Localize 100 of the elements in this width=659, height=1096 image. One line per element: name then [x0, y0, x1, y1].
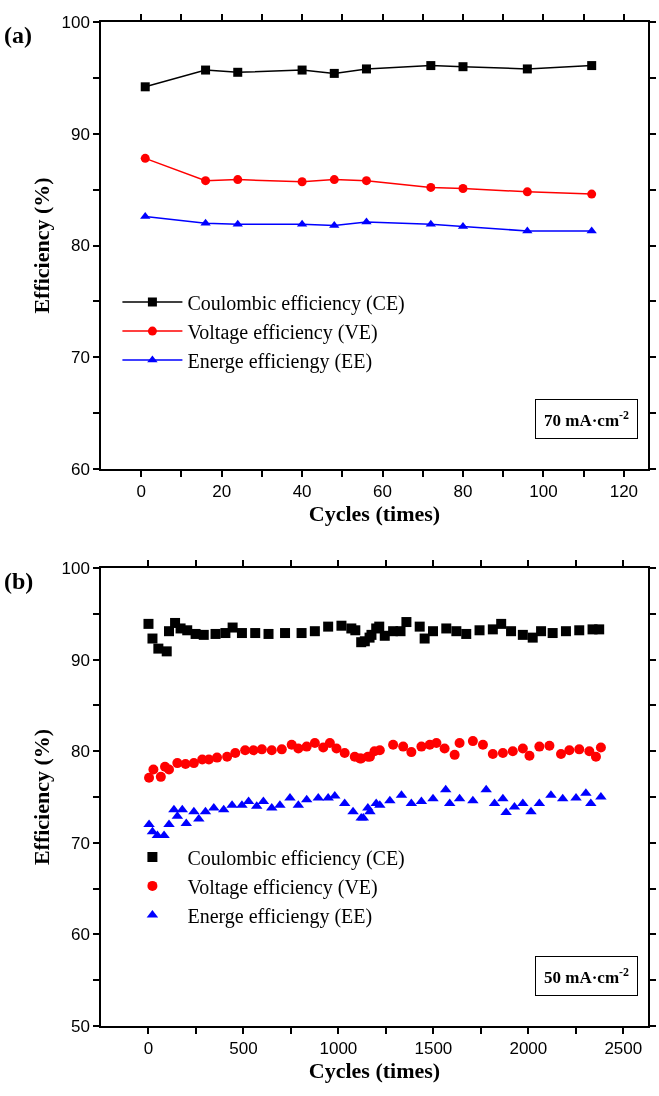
point [388, 739, 399, 750]
point [525, 806, 537, 815]
y-tick-label: 80 [70, 236, 90, 256]
point [401, 617, 412, 628]
point [301, 741, 312, 752]
x-tick-label: 60 [373, 482, 392, 502]
point [497, 748, 508, 759]
point [147, 633, 158, 644]
point [276, 744, 287, 755]
point [222, 751, 233, 762]
legend-label: Energe efficiengy (EE) [187, 349, 373, 373]
point [587, 61, 597, 71]
point [256, 744, 267, 755]
point [384, 795, 396, 804]
x-tick-label: 120 [609, 482, 639, 502]
point [266, 745, 277, 756]
point [350, 625, 361, 636]
point [398, 741, 409, 752]
point [220, 628, 231, 639]
y-tick-label: 70 [70, 348, 90, 368]
point [587, 189, 597, 199]
legend-label: Voltage efficiency (VE) [187, 320, 378, 344]
x-tick-label: 20 [212, 482, 232, 502]
point [188, 758, 199, 769]
point [233, 175, 243, 185]
point [379, 630, 390, 641]
x-tick-label: 2000 [509, 1039, 548, 1059]
point [431, 737, 442, 748]
point [522, 187, 532, 197]
point [201, 176, 211, 186]
point [201, 65, 211, 75]
point [309, 626, 320, 637]
point [188, 806, 200, 815]
point [414, 621, 425, 632]
point [140, 153, 150, 163]
point [233, 67, 243, 77]
x-tick-label: 0 [136, 482, 146, 502]
point [439, 743, 450, 754]
point [496, 618, 507, 629]
point [329, 175, 339, 185]
y-tick-label: 100 [61, 558, 90, 578]
point [564, 745, 575, 756]
legend-label: Energe efficiengy (EE) [187, 904, 373, 928]
point [522, 226, 533, 234]
point [293, 743, 304, 754]
y-tick-label: 60 [70, 925, 90, 945]
y-axis-title: Efficiency (%) [28, 177, 54, 314]
point [547, 628, 558, 639]
point [441, 623, 452, 634]
point [426, 182, 436, 192]
legend-label: Voltage efficiency (VE) [187, 875, 378, 899]
point [361, 64, 371, 74]
y-tick-label: 50 [70, 1016, 90, 1036]
point [280, 628, 291, 639]
point [297, 65, 307, 75]
point [143, 618, 154, 629]
point [428, 626, 438, 637]
point [458, 62, 468, 72]
point [560, 626, 571, 637]
point [487, 624, 498, 635]
point [296, 628, 307, 639]
point [487, 748, 498, 759]
x-tick-label: 100 [529, 482, 558, 502]
point [451, 626, 462, 637]
point [524, 750, 535, 761]
point [426, 61, 436, 71]
point [140, 82, 150, 92]
point [517, 743, 528, 754]
point [250, 628, 261, 639]
point [336, 620, 347, 631]
x-axis-title: Cycles (times) [308, 1058, 441, 1084]
point [458, 184, 468, 194]
point [517, 629, 528, 640]
point [148, 764, 159, 775]
point [594, 624, 605, 635]
point [263, 628, 274, 639]
point [574, 625, 585, 636]
point [480, 784, 492, 793]
point [164, 764, 174, 775]
y-axis-title: Efficiency (%) [28, 728, 54, 866]
point [507, 746, 518, 757]
point [227, 622, 238, 633]
point [406, 747, 417, 758]
point [474, 625, 485, 636]
point [536, 626, 547, 637]
point [339, 748, 350, 759]
point [590, 751, 601, 762]
point [595, 742, 606, 753]
point [309, 737, 320, 748]
point [477, 739, 488, 750]
point [544, 740, 555, 751]
point [556, 748, 567, 759]
point [140, 211, 151, 219]
legend-label: Coulombic efficiency (CE) [187, 291, 405, 315]
point [230, 748, 241, 759]
point [574, 744, 585, 755]
point [198, 629, 209, 640]
point [527, 632, 538, 643]
point [506, 626, 517, 637]
x-tick-label: 2500 [604, 1039, 643, 1059]
